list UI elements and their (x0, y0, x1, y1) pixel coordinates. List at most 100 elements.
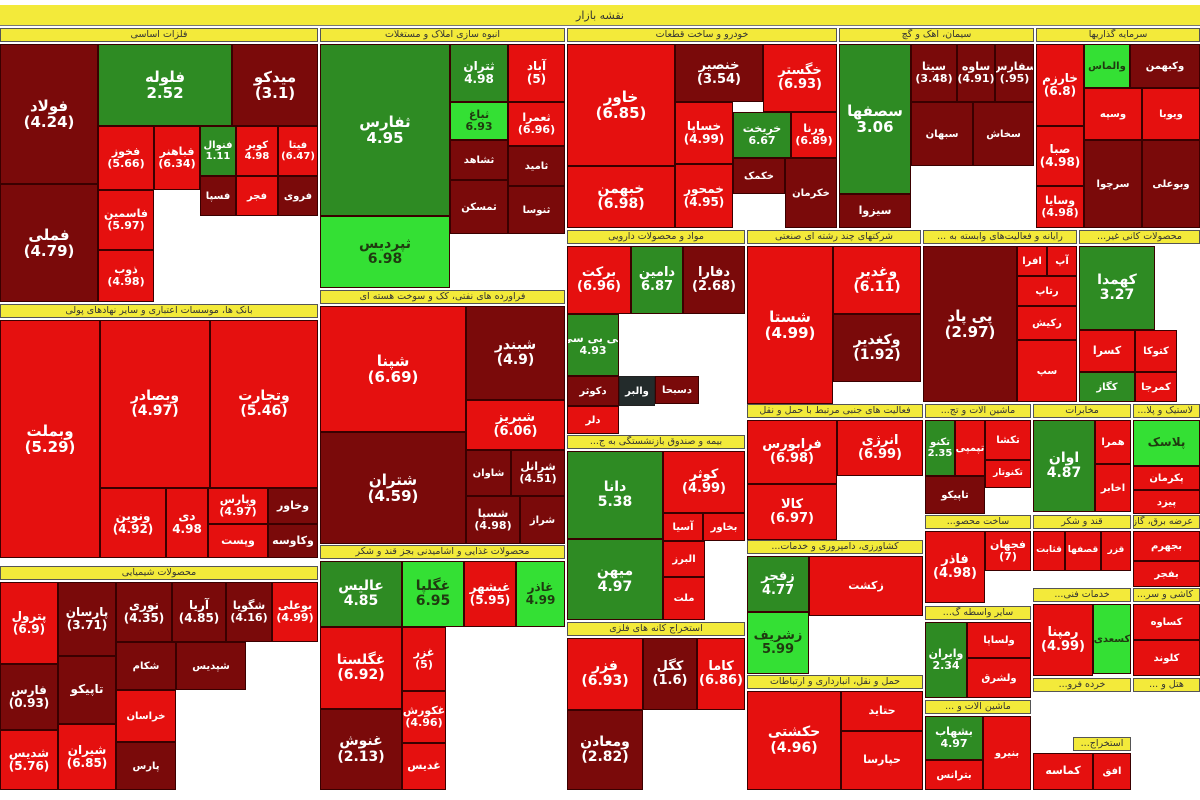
stock-tile[interactable]: آریا (4.85) (172, 582, 226, 642)
stock-tile[interactable]: دفارا (2.68) (683, 246, 745, 314)
stock-tile[interactable]: ویوبا (1142, 88, 1200, 140)
stock-tile[interactable]: غکورش (4.96) (402, 691, 446, 743)
stock-tile[interactable]: حپارسا (841, 731, 923, 790)
stock-tile[interactable]: ثپردیس 6.98 (320, 216, 450, 288)
stock-tile[interactable]: اخابر (1095, 464, 1131, 512)
stock-tile[interactable]: تاپیکو (58, 656, 116, 724)
stock-tile[interactable]: ثتران 4.98 (450, 44, 508, 102)
stock-tile[interactable]: فباهنر (6.34) (154, 126, 200, 190)
stock-tile[interactable]: کمرجا (1135, 372, 1177, 402)
stock-tile[interactable]: ثباغ 6.93 (450, 102, 508, 140)
stock-tile[interactable]: غاذر 4.99 (516, 561, 565, 627)
stock-tile[interactable]: فجهان (7) (985, 531, 1031, 571)
stock-tile[interactable]: ومعادن (2.82) (567, 710, 643, 790)
stock-tile[interactable]: وبملت (5.29) (0, 320, 100, 558)
stock-tile[interactable]: شپنا (6.69) (320, 306, 466, 432)
stock-tile[interactable]: فیتا (6.47) (278, 126, 318, 176)
stock-tile[interactable]: ساوه (4.91) (957, 44, 995, 102)
stock-tile[interactable]: پترول (6.9) (0, 582, 58, 664)
stock-tile[interactable]: شسپا (4.98) (466, 496, 520, 544)
stock-tile[interactable]: وکغدیر (1.92) (833, 314, 921, 382)
stock-tile[interactable]: سرچوا (1084, 140, 1142, 228)
stock-tile[interactable]: فلوله 2.52 (98, 44, 232, 126)
stock-tile[interactable]: وغدیر (6.11) (833, 246, 921, 314)
stock-tile[interactable]: فزر (6.93) (567, 638, 643, 710)
stock-tile[interactable]: غگلستا (6.92) (320, 627, 402, 709)
stock-tile[interactable]: رتاپ (1017, 276, 1077, 306)
stock-tile[interactable]: افرا (1017, 246, 1047, 276)
stock-tile[interactable]: کلوند (1133, 640, 1200, 676)
stock-tile[interactable]: شستا (4.99) (747, 246, 833, 404)
stock-tile[interactable]: ولساپا (967, 622, 1031, 658)
stock-tile[interactable]: شگویا (4.16) (226, 582, 272, 642)
stock-tile[interactable]: پارسان (3.71) (58, 582, 116, 656)
stock-tile[interactable]: کاما (6.86) (697, 638, 745, 710)
stock-tile[interactable]: فخوز (5.66) (98, 126, 154, 190)
stock-tile[interactable]: شرانل (4.51) (511, 450, 565, 496)
stock-tile[interactable]: نوری (4.35) (116, 582, 172, 642)
stock-tile[interactable]: غنوش (2.13) (320, 709, 402, 790)
stock-tile[interactable]: شیران (6.85) (58, 724, 116, 790)
stock-tile[interactable]: بجهرم (1133, 531, 1200, 561)
stock-tile[interactable]: تکنوتار (985, 460, 1031, 488)
stock-tile[interactable]: دی 4.98 (166, 488, 208, 558)
stock-tile[interactable]: وبصادر (4.97) (100, 320, 210, 488)
stock-tile[interactable]: خارزم (6.8) (1036, 44, 1084, 126)
stock-tile[interactable]: ثشاهد (450, 140, 508, 180)
stock-tile[interactable]: پیزد (1133, 490, 1200, 514)
stock-tile[interactable]: زفجر 4.77 (747, 556, 809, 612)
stock-tile[interactable]: تکنو 2.35 (925, 420, 955, 476)
stock-tile[interactable]: کگل (1.6) (643, 638, 697, 710)
stock-tile[interactable]: صبا (4.98) (1036, 126, 1084, 186)
stock-tile[interactable]: خکمک (733, 158, 785, 194)
stock-tile[interactable]: فروی (278, 176, 318, 216)
stock-tile[interactable]: فجر (236, 176, 278, 216)
stock-tile[interactable]: افق (1093, 753, 1131, 790)
stock-tile[interactable]: فولاد (4.24) (0, 44, 98, 184)
stock-tile[interactable]: خبهمن (6.98) (567, 166, 675, 228)
stock-tile[interactable]: آسیا (663, 513, 703, 541)
stock-tile[interactable]: بوعلی (4.99) (272, 582, 318, 642)
stock-tile[interactable]: غبشهر (5.95) (464, 561, 516, 627)
stock-tile[interactable]: وکبهمن (1130, 44, 1200, 88)
stock-tile[interactable]: بخاور (703, 513, 745, 541)
stock-tile[interactable]: خنصیر (3.54) (675, 44, 763, 102)
stock-tile[interactable]: پکرمان (1133, 466, 1200, 490)
stock-tile[interactable]: بترانس (925, 760, 983, 790)
stock-tile[interactable]: قصفها (1065, 531, 1101, 571)
stock-tile[interactable]: سخاش (973, 102, 1034, 166)
stock-tile[interactable]: کسعدی (1093, 604, 1131, 674)
stock-tile[interactable]: زشریف 5.99 (747, 612, 809, 674)
stock-tile[interactable]: سیتا (3.48) (911, 44, 957, 102)
stock-tile[interactable]: خساپا (4.99) (675, 102, 733, 164)
stock-tile[interactable]: دانا 5.38 (567, 451, 663, 539)
stock-tile[interactable]: کوثر (4.99) (663, 451, 745, 513)
stock-tile[interactable]: سصفها 3.06 (839, 44, 911, 194)
stock-tile[interactable]: پلاسک (1133, 420, 1200, 466)
stock-tile[interactable]: سفارس(.95) (995, 44, 1034, 102)
stock-tile[interactable]: وکاوسه (268, 524, 318, 558)
stock-tile[interactable]: فارس (0.93) (0, 664, 58, 730)
stock-tile[interactable]: ولشرق (967, 658, 1031, 698)
stock-tile[interactable]: البرز (663, 541, 705, 577)
stock-tile[interactable]: شبریز (6.06) (466, 400, 565, 450)
stock-tile[interactable]: فنوال 1.11 (200, 126, 236, 176)
stock-tile[interactable]: میدکو (3.1) (232, 44, 318, 126)
stock-tile[interactable]: وتجارت (5.46) (210, 320, 318, 488)
stock-tile[interactable]: حکشتی (4.96) (747, 691, 841, 790)
stock-tile[interactable]: وسایا (4.98) (1036, 186, 1084, 228)
stock-tile[interactable]: شتران (4.59) (320, 432, 466, 544)
stock-tile[interactable]: ورنا (6.89) (791, 112, 837, 158)
stock-tile[interactable]: وبوعلی (1142, 140, 1200, 228)
stock-tile[interactable]: بشهاب 4.97 (925, 716, 983, 760)
stock-tile[interactable]: ثنوسا (508, 186, 565, 234)
stock-tile[interactable]: شکام (116, 642, 176, 690)
stock-tile[interactable]: خراسان (116, 690, 176, 742)
stock-tile[interactable]: دسبحا (655, 376, 699, 404)
stock-tile[interactable]: خگستر (6.93) (763, 44, 837, 112)
stock-tile[interactable]: رکیش (1017, 306, 1077, 340)
stock-tile[interactable]: قثابت (1033, 531, 1065, 571)
stock-tile[interactable]: زکشت (809, 556, 923, 616)
stock-tile[interactable]: پارس (116, 742, 176, 790)
stock-tile[interactable]: خکرمان (785, 158, 837, 228)
